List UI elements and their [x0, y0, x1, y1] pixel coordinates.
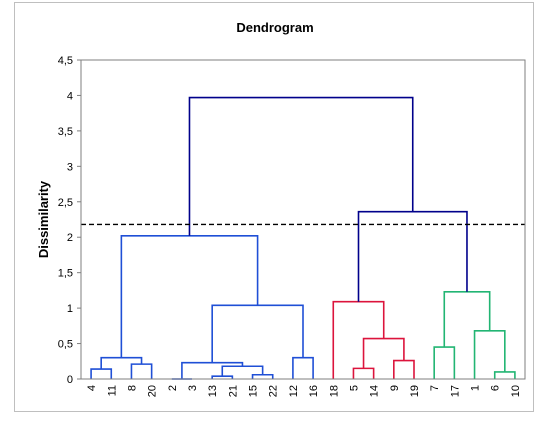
merge-link	[433, 346, 456, 379]
y-tick-label: 3,5	[58, 126, 73, 138]
y-tick-label: 2	[67, 232, 73, 244]
dendrogram-chart: Dendrogram Dissimilarity 0 0,5 1 1,5 2 2,5 3 3,…	[36, 20, 526, 397]
y-tick-label: 2,5	[58, 197, 73, 209]
y-tick-label: 4	[67, 90, 73, 102]
merge-link	[332, 300, 385, 379]
merge-link	[393, 359, 415, 379]
merge-link	[120, 235, 259, 358]
chart-frame: Dendrogram Dissimilarity 0 0,5 1 1,5 2 2,5 3 3,…	[14, 2, 534, 412]
y-axis-label: Dissimilarity	[36, 180, 51, 258]
leaf-label: 22	[268, 385, 280, 397]
merge-link	[493, 371, 516, 379]
merge-link	[352, 367, 375, 379]
merge-link	[211, 304, 304, 363]
leaf-label: 3	[187, 385, 199, 391]
leaf-label: 18	[328, 385, 340, 397]
leaf-label: 15	[248, 385, 260, 397]
plot-area-border	[80, 59, 526, 380]
leaf-label: 12	[288, 385, 300, 397]
merge-link	[473, 329, 506, 379]
leaf-label: 5	[348, 385, 360, 391]
leaf-label: 9	[389, 385, 401, 391]
leaf-label: 11	[106, 385, 118, 396]
y-axis: 0 0,5 1 1,5 2 2,5 3 3,5 4 4,5	[58, 55, 81, 386]
leaf-label: 1	[470, 385, 482, 391]
y-tick-label: 1,5	[58, 268, 73, 280]
merge-link	[362, 337, 405, 369]
y-tick-label: 3	[67, 161, 73, 173]
merge-link	[251, 373, 274, 379]
leaf-label: 6	[490, 385, 502, 391]
leaf-label: 17	[449, 385, 461, 397]
leaf-label: 4	[86, 385, 98, 391]
merge-link	[292, 356, 314, 379]
leaf-label: 21	[227, 385, 239, 397]
leaf-label: 8	[126, 385, 138, 391]
y-tick-label: 0	[67, 374, 73, 386]
merge-link	[357, 210, 468, 302]
leaf-label: 10	[510, 385, 522, 397]
leaf-label: 13	[207, 385, 219, 397]
merge-link	[181, 361, 244, 379]
dendrogram-links	[81, 96, 525, 380]
y-tick-label: 1	[67, 303, 73, 315]
leaf-label: 2	[167, 385, 179, 391]
leaf-label: 19	[409, 385, 421, 397]
x-axis-leaf-labels: 4 11 8 20 2 3 13 21 15 22 12 16 18 5 14 9 19 7 17 1 6 10	[86, 385, 522, 397]
merge-link	[443, 291, 491, 348]
merge-link	[130, 363, 153, 379]
leaf-label: 20	[147, 385, 159, 397]
leaf-label: 14	[369, 385, 381, 397]
y-tick-label: 0,5	[58, 339, 73, 351]
merge-link	[188, 96, 414, 236]
y-tick-label: 4,5	[58, 55, 73, 67]
chart-title: Dendrogram	[236, 20, 313, 35]
merge-link	[90, 368, 113, 379]
leaf-label: 7	[429, 385, 441, 391]
leaf-label: 16	[308, 385, 320, 397]
